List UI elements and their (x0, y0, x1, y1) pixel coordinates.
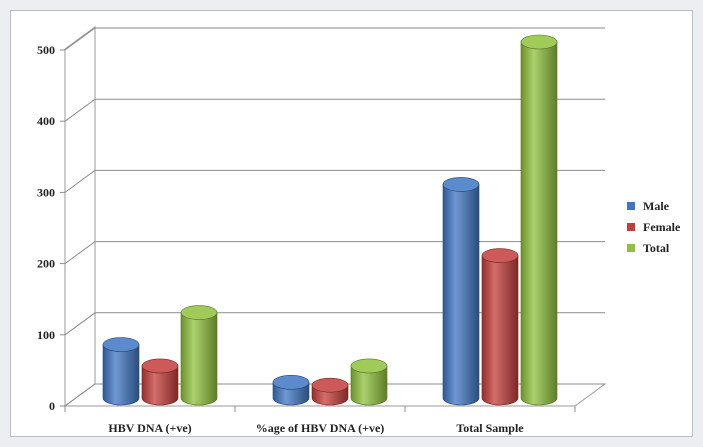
y-tick-label: 200 (37, 257, 55, 271)
y-tick-label: 0 (49, 399, 55, 413)
gridline (64, 241, 605, 265)
bar (520, 34, 558, 406)
bar-top (141, 358, 179, 374)
legend-label: Total (643, 241, 670, 255)
x-category-label: Total Sample (456, 421, 524, 435)
x-axis-labels: HBV DNA (+ve) %age of HBV DNA (+ve) Total … (108, 421, 524, 435)
gridline (64, 27, 605, 51)
bars (102, 34, 558, 406)
gridline (64, 383, 605, 407)
bar-body (102, 344, 140, 406)
bar-body (481, 255, 519, 406)
bar-body (442, 184, 480, 406)
x-category-label: HBV DNA (+ve) (108, 421, 191, 435)
bar-body (350, 365, 388, 406)
bar (350, 358, 388, 406)
bar (442, 177, 480, 406)
bar (141, 358, 179, 406)
bar-top (311, 377, 349, 393)
bar-top (102, 337, 140, 352)
bar (311, 377, 349, 406)
bar-top (272, 375, 310, 390)
bar (481, 248, 519, 406)
bar (102, 337, 140, 406)
gridlines (64, 27, 605, 407)
y-tick-label: 100 (37, 328, 55, 342)
bar-top (520, 34, 558, 50)
bar-body (180, 312, 218, 406)
y-tick-label: 400 (37, 114, 55, 128)
legend-swatch (627, 223, 635, 231)
legend: Male Female Total (627, 199, 681, 255)
bar-top (481, 248, 519, 263)
gridline (64, 169, 605, 193)
bar-top (442, 177, 480, 192)
bar-top (350, 358, 388, 374)
bar-top (180, 305, 218, 320)
legend-label: Male (643, 199, 670, 213)
y-tick-label: 500 (37, 43, 55, 57)
bar (272, 375, 310, 406)
bar-body (520, 41, 558, 406)
x-category-label: %age of HBV DNA (+ve) (256, 421, 385, 435)
side-wall (64, 26, 96, 407)
y-axis-ticks: 0 100 200 300 400 500 (37, 43, 576, 413)
legend-swatch (627, 202, 635, 210)
legend-swatch (627, 244, 635, 252)
gridline (64, 98, 605, 122)
gridline (64, 312, 605, 336)
bar (180, 305, 218, 406)
legend-label: Female (643, 220, 681, 234)
y-tick-label: 300 (37, 185, 55, 199)
bar-body (141, 365, 179, 406)
